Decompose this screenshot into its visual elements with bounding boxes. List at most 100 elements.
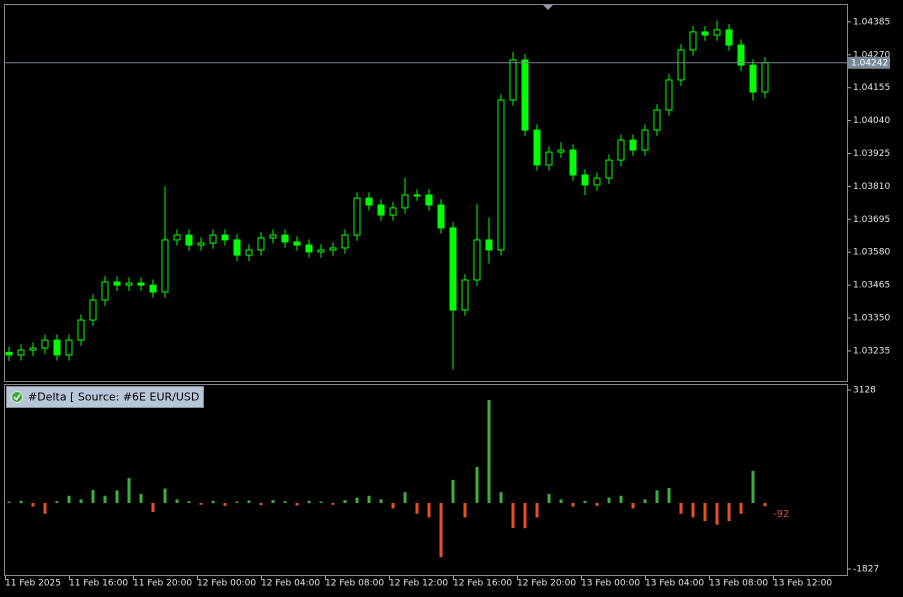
delta-bar [739, 503, 743, 514]
delta-bar [547, 493, 551, 504]
candle-body [293, 241, 301, 246]
delta-bar [175, 499, 179, 504]
candle-body [545, 151, 553, 166]
candle-body [113, 281, 121, 286]
candle-body [341, 234, 349, 249]
delta-bar [595, 503, 599, 506]
delta-bar [763, 503, 767, 507]
delta-bar [163, 488, 167, 504]
candle-body [329, 247, 337, 251]
delta-bar [187, 501, 191, 504]
candle-body [461, 279, 469, 311]
delta-bar [355, 497, 359, 504]
candle-body [149, 284, 157, 293]
candle-body [233, 239, 241, 256]
candle-body [137, 282, 145, 286]
x-tick-label: 13 Feb 00:00 [581, 579, 640, 589]
candle-body [761, 62, 769, 93]
delta-bar [223, 503, 227, 506]
x-tick-label: 13 Feb 12:00 [773, 579, 832, 589]
candle-body [65, 339, 73, 356]
candle-body [521, 59, 529, 131]
candle-body [497, 99, 505, 251]
candle-body [677, 49, 685, 81]
delta-bar [523, 503, 527, 529]
x-tick-label: 11 Feb 16:00 [69, 579, 128, 589]
delta-bar [751, 470, 755, 504]
candle-body [125, 282, 133, 286]
delta-bar [667, 488, 671, 504]
x-tick-label: 12 Feb 08:00 [325, 579, 384, 589]
candle-body [437, 204, 445, 229]
candle-body [449, 227, 457, 311]
delta-bar [511, 503, 515, 528]
x-tick-label: 11 Feb 2025 [5, 579, 61, 589]
candle-body [473, 239, 481, 281]
y-tick-label: 1.04155 [853, 83, 890, 93]
delta-bar [91, 489, 95, 504]
x-tick-label: 12 Feb 00:00 [197, 579, 256, 589]
indicator-label[interactable]: #Delta [ Source: #6E EUR/USD ] [6, 386, 208, 408]
candle-body [161, 239, 169, 293]
y-tick-label: 3128 [853, 385, 876, 395]
indicator-icon [11, 391, 23, 403]
delta-bar [31, 503, 35, 507]
indicator-label-box [6, 386, 204, 408]
candle-body [389, 207, 397, 216]
candle-body [713, 29, 721, 36]
main-panel-frame [4, 4, 848, 382]
y-tick-label: 1.04270 [853, 50, 890, 60]
delta-bar [199, 503, 203, 505]
candle-body [281, 234, 289, 243]
delta-bar [55, 501, 59, 504]
candle-body [533, 129, 541, 166]
y-tick-label: 1.03580 [853, 248, 890, 258]
delta-bar [499, 492, 503, 504]
candle-body [89, 299, 97, 321]
y-tick-label: 1.04385 [853, 17, 890, 27]
delta-bar [703, 503, 707, 522]
delta-bar [367, 495, 371, 504]
candle-body [581, 174, 589, 186]
delta-bar [103, 495, 107, 504]
delta-bar [571, 503, 575, 507]
shift-marker [543, 5, 553, 10]
candle-body [653, 109, 661, 131]
delta-bar [535, 503, 539, 518]
delta-bar [235, 501, 239, 504]
last-value-label: -92 [773, 509, 789, 520]
candle-body [41, 339, 49, 349]
candle-body [401, 194, 409, 209]
delta-bar [427, 503, 431, 518]
delta-bar [307, 500, 311, 504]
candle-body [221, 234, 229, 241]
candle-body [353, 197, 361, 236]
delta-bar [607, 497, 611, 504]
y-tick-label: -1827 [853, 565, 879, 575]
candle-body [749, 64, 757, 93]
current-price-label: 1.04242 [851, 58, 888, 68]
delta-bar [691, 503, 695, 518]
candle-body [317, 249, 325, 253]
candle-body [725, 29, 733, 46]
candle-body [569, 149, 577, 176]
delta-bar [475, 466, 479, 504]
delta-bar [643, 499, 647, 504]
delta-bar [115, 490, 119, 504]
candle-body [365, 197, 373, 206]
candle-body [209, 234, 217, 244]
candle-body [245, 249, 253, 256]
delta-bar [67, 495, 71, 504]
delta-bar [679, 503, 683, 514]
y-tick-label: 1.03695 [853, 215, 890, 225]
candle-body [269, 234, 277, 239]
delta-bar [271, 500, 275, 504]
candle-body [17, 349, 25, 356]
x-tick-label: 11 Feb 20:00 [133, 579, 192, 589]
candle-body [689, 31, 697, 51]
delta-bar [283, 501, 287, 504]
delta-bar [487, 400, 491, 504]
candle-body [665, 79, 673, 111]
delta-bar [331, 503, 335, 505]
